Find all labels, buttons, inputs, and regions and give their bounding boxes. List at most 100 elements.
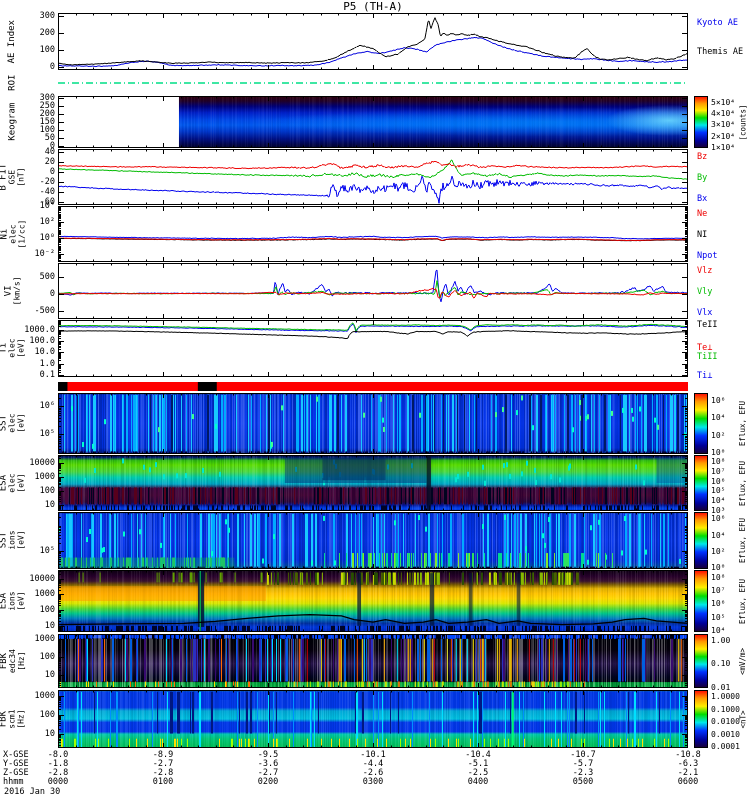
panel-sst_ion-canvas bbox=[58, 512, 688, 569]
axis-value: -10.7 bbox=[570, 750, 596, 760]
axis-value: -8.9 bbox=[152, 750, 174, 760]
axis-value: -1.8 bbox=[47, 759, 69, 769]
panel-flag-canvas bbox=[58, 382, 688, 391]
axis-value: -9.5 bbox=[257, 750, 279, 760]
colorbar-fbk_e bbox=[694, 634, 708, 688]
colorbar-tick-label: 0.01 bbox=[711, 682, 731, 692]
colorbar-tick-label: 1.0000 bbox=[711, 692, 740, 702]
y-tick-label: 100.0 bbox=[29, 336, 55, 347]
legend-bx: Bx bbox=[697, 193, 708, 204]
legend-tiii: TiII bbox=[697, 352, 718, 363]
y-tick-label: 0 bbox=[49, 166, 55, 177]
y-tick-label: 150 bbox=[39, 117, 55, 127]
axis-row-label: hhmm bbox=[3, 777, 24, 787]
y-tick-label: 100 bbox=[39, 45, 55, 56]
axis-row-label: Y-GSE bbox=[3, 759, 29, 769]
colorbar-tick-label: 10⁶ bbox=[711, 395, 726, 405]
y-tick-label: 10⁵ bbox=[39, 545, 55, 556]
y-tick-label: 100 bbox=[39, 710, 55, 721]
colorbar-unit-text: Eflux, EFU bbox=[738, 460, 748, 506]
colorbar-unit-text: Eflux, EFU bbox=[738, 400, 748, 447]
axis-value: 0000 bbox=[47, 777, 69, 787]
panel-label-text-roi: ROI bbox=[7, 75, 17, 91]
y-tick-label: -40 bbox=[39, 187, 55, 198]
plot-title: P5 (TH-A) bbox=[343, 0, 403, 13]
panel-bfit-canvas bbox=[58, 149, 688, 205]
axis-value: -2.7 bbox=[257, 768, 279, 778]
colorbar-unit-text: [counts] bbox=[738, 103, 748, 141]
panel-sst_elec-canvas bbox=[58, 393, 688, 454]
y-tick-label: 200 bbox=[39, 27, 55, 38]
panel-fbk_b-canvas bbox=[58, 690, 688, 748]
colorbar-unit-text: Eflux, EFU bbox=[738, 517, 748, 564]
y-tick-label: 10 bbox=[44, 670, 55, 681]
colorbar-tick-label: 10⁷ bbox=[711, 466, 726, 476]
axis-row-label: Z-GSE bbox=[3, 768, 29, 778]
colorbar-tick-label: 10⁶ bbox=[711, 599, 726, 609]
axis-value: -10.4 bbox=[465, 750, 491, 760]
axis-value: -3.6 bbox=[257, 759, 279, 769]
panel-label-sst_ion: SST ions [eV] bbox=[0, 512, 26, 569]
panel-esa_elec-canvas bbox=[58, 455, 688, 511]
axis-value: -2.6 bbox=[362, 768, 384, 778]
colorbar-tick-label: 2×10⁴ bbox=[711, 131, 736, 141]
legend-teii: TeII bbox=[697, 320, 718, 331]
y-tick-label: -20 bbox=[39, 177, 55, 188]
colorbar-tick-label: 0.0100 bbox=[711, 717, 740, 727]
legend-ni: NI bbox=[697, 230, 708, 241]
y-tick-label: 1000 bbox=[34, 634, 55, 645]
y-tick-label: 10000 bbox=[29, 457, 55, 468]
panel-ae-canvas bbox=[58, 13, 688, 70]
legend-by: By bbox=[697, 173, 708, 184]
colorbar-unit-esa_elec: Eflux, EFU bbox=[738, 455, 748, 511]
y-tick-label: 1000 bbox=[34, 471, 55, 482]
colorbar-tick-label: 10⁶ bbox=[711, 514, 726, 524]
axis-value: -10.8 bbox=[675, 750, 701, 760]
colorbar-tick-label: 3×10⁴ bbox=[711, 120, 736, 130]
legend-npot: Npot bbox=[697, 250, 718, 261]
y-tick-label: -500 bbox=[34, 305, 55, 316]
colorbar-esa_elec bbox=[694, 455, 708, 511]
axis-row-y-gse: Y-GSE -1.8 -2.7 -3.6 -4.4 -5.1 -5.7 -6.3 bbox=[0, 760, 750, 769]
colorbar-unit-text: <nT> bbox=[738, 709, 748, 729]
axis-row-z-gse: Z-GSE -2.8 -2.8 -2.7 -2.6 -2.5 -2.3 -2.1 bbox=[0, 769, 750, 778]
y-tick-label: 1000 bbox=[34, 690, 55, 701]
y-tick-label: 10 bbox=[44, 729, 55, 740]
y-tick-label: 10² bbox=[39, 217, 55, 227]
legend-themis-ae: Themis AE bbox=[697, 47, 744, 58]
axis-value: 0200 bbox=[257, 777, 279, 787]
y-tick-label: 300 bbox=[39, 10, 55, 21]
axis-value: 0500 bbox=[572, 777, 594, 787]
axis-value: -5.7 bbox=[572, 759, 594, 769]
colorbar-tick-label: 0.10 bbox=[711, 659, 731, 669]
colorbar-tick-label: 10⁸ bbox=[711, 457, 726, 467]
y-tick-label: 20 bbox=[44, 156, 55, 167]
axis-value: -2.3 bbox=[572, 768, 594, 778]
axis-value: 0600 bbox=[677, 777, 699, 787]
date-label: 2016 Jan 30 bbox=[4, 787, 61, 797]
y-tick-label: 10 bbox=[44, 620, 55, 631]
axis-value: -8.0 bbox=[47, 750, 69, 760]
y-tick-label: 1000 bbox=[34, 589, 55, 600]
colorbar-tick-label: 10⁸ bbox=[711, 572, 726, 582]
colorbar-tick-label: 10⁴ bbox=[711, 495, 726, 505]
colorbar-tick-label: 10² bbox=[711, 547, 726, 557]
legend-ti-: Ti⊥ bbox=[697, 371, 713, 382]
y-tick-label: 0 bbox=[49, 62, 55, 73]
colorbar-unit-text: Eflux, EFU bbox=[738, 578, 748, 624]
y-tick-label: 10⁵ bbox=[39, 429, 55, 440]
legend-ne: Ne bbox=[697, 209, 708, 220]
panel-esa_ion-canvas bbox=[58, 570, 688, 632]
panel-ti-canvas bbox=[58, 320, 688, 377]
legend-vly: Vly bbox=[697, 287, 713, 298]
y-tick-label: 10.0 bbox=[34, 347, 55, 358]
colorbar-unit-esa_ion: Eflux, EFU bbox=[738, 570, 748, 632]
y-tick-label: 100 bbox=[39, 652, 55, 663]
colorbar-tick-label: 10⁰ bbox=[711, 448, 726, 458]
y-tick-label: 100 bbox=[39, 605, 55, 615]
y-tick-label: 10⁴ bbox=[39, 201, 55, 211]
colorbar-tick-label: 10⁴ bbox=[711, 530, 726, 540]
colorbar-tick-label: 10² bbox=[711, 430, 726, 440]
y-tick-label: 1000.0 bbox=[24, 324, 55, 335]
